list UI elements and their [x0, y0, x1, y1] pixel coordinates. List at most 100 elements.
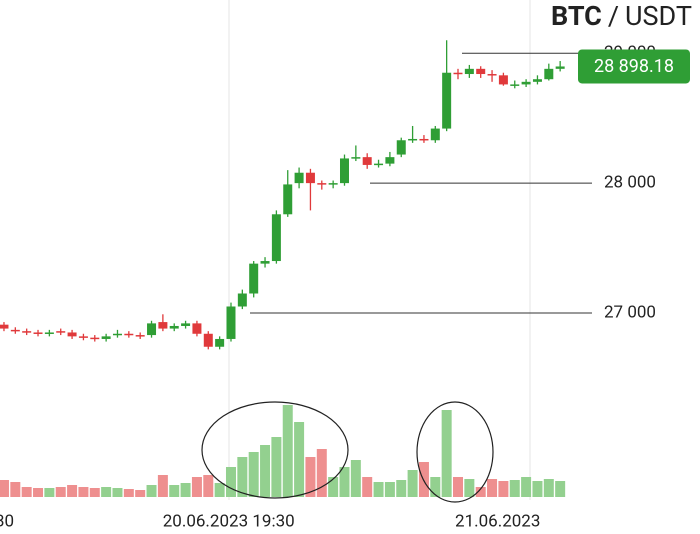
- volume-bar: [475, 487, 486, 497]
- volume-bar: [373, 482, 384, 497]
- candle-body: [521, 81, 531, 85]
- volume-bar: [487, 479, 498, 497]
- candle-body: [283, 184, 293, 215]
- volume-bar: [271, 437, 282, 497]
- highlight-ellipse: [416, 401, 494, 503]
- volume-bar: [418, 462, 429, 497]
- candle-body: [351, 157, 361, 159]
- title-base: BTC: [551, 0, 602, 32]
- candle-body: [22, 331, 32, 333]
- candle-body: [226, 306, 236, 339]
- volume-bar: [237, 457, 248, 497]
- volume-bar: [146, 485, 157, 497]
- candle-body: [487, 74, 497, 76]
- candle-body: [419, 138, 429, 141]
- volume-bar: [362, 477, 373, 497]
- title-quote: USDT: [625, 0, 692, 32]
- volume-bar: [112, 488, 123, 497]
- candle-body: [555, 66, 565, 69]
- candle-body: [294, 172, 304, 184]
- candle-body: [317, 183, 327, 185]
- candle-body: [328, 183, 338, 185]
- chart-title: BTC / USDT: [551, 0, 692, 32]
- grid: [250, 52, 592, 314]
- volume-bar: [294, 422, 305, 497]
- volume-bar: [67, 485, 78, 497]
- candle-body: [260, 261, 270, 264]
- candle-body: [135, 335, 145, 337]
- candle-body: [56, 331, 66, 333]
- last-price-label: 28 898.18: [594, 56, 674, 77]
- candles: [0, 40, 565, 350]
- volume-bar: [123, 489, 134, 497]
- candle-body: [215, 338, 225, 347]
- candle-body: [339, 158, 349, 184]
- volume-bar: [555, 481, 566, 497]
- candle-body: [101, 336, 111, 339]
- volume-bar: [430, 477, 441, 497]
- volume-bar: [214, 483, 225, 497]
- highlight-ellipse: [201, 401, 349, 499]
- volume-bar: [350, 460, 361, 497]
- candle-body: [362, 157, 372, 165]
- x-tick-label: 30: [0, 511, 14, 531]
- volume-bar: [89, 488, 100, 497]
- volume-bar: [21, 487, 32, 497]
- y-tick-label: 27 000: [604, 302, 656, 322]
- volume-bar: [521, 477, 532, 497]
- volume-bar: [191, 477, 202, 497]
- candle-body: [237, 293, 247, 307]
- candle-body: [90, 337, 100, 340]
- candle-body: [203, 333, 213, 347]
- volume-bar: [55, 487, 66, 497]
- volume-bar: [10, 482, 21, 497]
- candle-body: [78, 336, 88, 338]
- volume-bar: [169, 485, 180, 497]
- candle-body: [408, 138, 418, 141]
- volume-bars: [0, 405, 566, 497]
- candle-body: [385, 157, 395, 164]
- volume-bar: [203, 475, 214, 497]
- volume-bar: [316, 449, 327, 497]
- volume-bar: [407, 470, 418, 497]
- volume-bar: [396, 480, 407, 497]
- volume-bar: [384, 482, 395, 497]
- last-price-badge: [578, 49, 690, 84]
- volume-bar: [339, 467, 350, 497]
- candle-body: [67, 332, 77, 337]
- x-tick-label: 21.06.2023: [455, 511, 540, 531]
- volume-bar: [282, 405, 293, 497]
- volume-bar: [453, 477, 464, 497]
- x-tick-label: 20.06.2023 19:30: [163, 511, 295, 531]
- candle-body: [158, 322, 168, 329]
- volume-bar: [305, 457, 316, 497]
- volume-bar: [441, 410, 452, 497]
- volume-bar: [498, 481, 509, 497]
- candle-body: [510, 84, 520, 86]
- candle-body: [33, 332, 43, 334]
- y-tick-label: 28 000: [604, 173, 656, 193]
- candle-body: [249, 263, 259, 294]
- volume-bar: [260, 445, 271, 497]
- candle-body: [442, 72, 452, 129]
- volume-bar: [78, 487, 89, 497]
- candle-body: [476, 68, 486, 75]
- candle-body: [44, 332, 54, 334]
- volume-bar: [101, 487, 112, 497]
- volume-bar: [543, 479, 554, 497]
- candle-body: [10, 329, 20, 332]
- candle-body: [396, 140, 406, 155]
- candle-body: [271, 214, 281, 262]
- volume-bar: [0, 480, 9, 497]
- candle-body: [112, 333, 122, 336]
- volume-bar: [532, 481, 543, 497]
- candle-body: [374, 163, 384, 166]
- volume-bar: [248, 452, 259, 497]
- candle-body: [498, 75, 508, 85]
- volume-bar: [225, 467, 236, 497]
- volume-bar: [157, 475, 168, 497]
- volume-bar: [135, 490, 146, 497]
